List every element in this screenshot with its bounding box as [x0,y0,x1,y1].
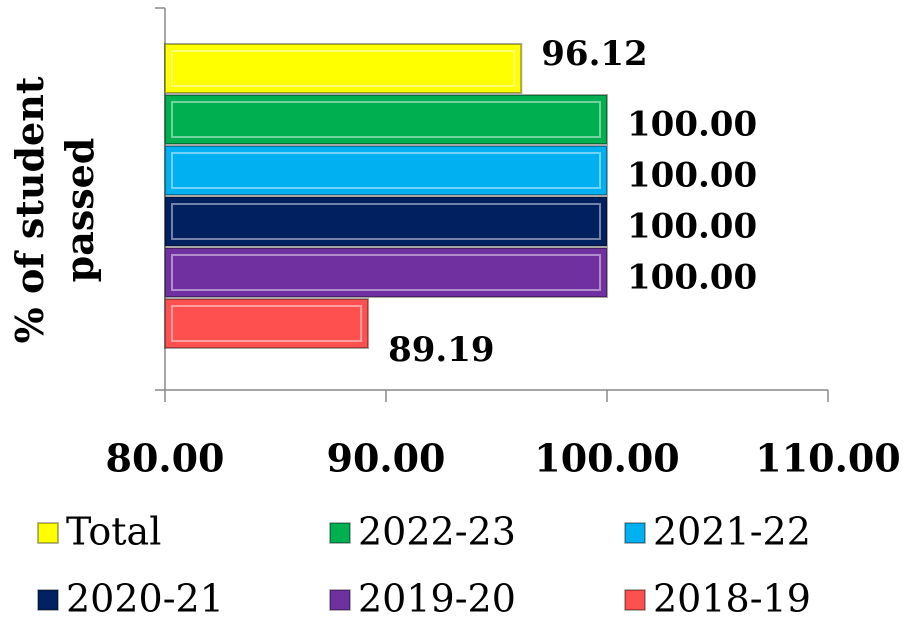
value-label: 89.19 [388,330,494,370]
bar-bevel [171,305,363,342]
bar [164,196,608,247]
bar-bevel [171,203,601,240]
bar [164,298,370,349]
legend-swatch [37,589,59,611]
bar [164,43,523,94]
bar-bevel [171,101,601,138]
legend-label: 2020-21 [66,577,224,621]
x-tick-label: 80.00 [106,436,225,481]
legend-label: 2018-19 [653,577,811,621]
value-label: 100.00 [627,207,757,247]
value-label: 100.00 [627,105,757,145]
legend-label: 2021-22 [653,510,811,554]
bar [164,247,608,298]
legend-swatch [37,522,59,544]
x-tick-label: 100.00 [534,436,679,481]
legend-swatch [329,589,351,611]
legend-label: 2019-20 [358,577,516,621]
legend-label: Total [66,510,161,554]
legend-swatch [329,522,351,544]
bar-bevel [171,50,516,87]
value-label: 100.00 [627,156,757,196]
x-tick-label: 90.00 [327,436,446,481]
y-axis-title: % of student passed [7,76,102,344]
value-label: 96.12 [541,34,647,74]
value-label: 100.00 [627,258,757,298]
bar [164,145,608,196]
legend-swatch [624,522,646,544]
bar-bevel [171,254,601,291]
x-tick-label: 110.00 [755,436,900,481]
legend-swatch [624,589,646,611]
bar-bevel [171,152,601,189]
legend-label: 2022-23 [358,510,516,554]
bar [164,94,608,145]
